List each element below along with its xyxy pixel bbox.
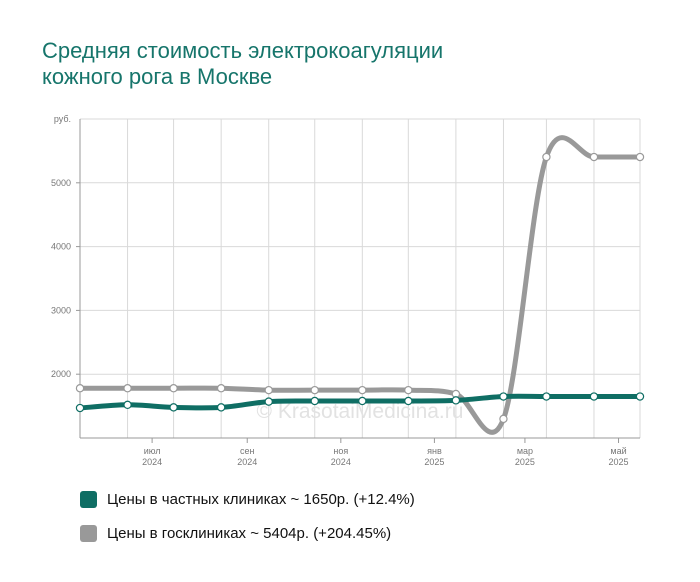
chart-title-line-1: Средняя стоимость электрокоагуляции (42, 38, 444, 63)
chart-title-line-2: кожного рога в Москве (42, 64, 273, 89)
data-point-private (310, 396, 319, 406)
data-point-public (264, 385, 273, 395)
x-tick-label: сен (240, 446, 255, 456)
y-tick-label: 2000 (51, 369, 71, 379)
watermark-text: © KrasotaiMedicina.ru (257, 400, 464, 423)
data-point-private (499, 392, 508, 401)
data-point-private (123, 400, 132, 410)
data-point-private (451, 396, 461, 405)
data-point-private (358, 396, 367, 406)
y-tick-label: 4000 (51, 242, 71, 252)
x-tick-label: июл (144, 446, 161, 456)
x-tick-label: 2025 (515, 457, 535, 467)
data-point-public (589, 152, 599, 162)
data-point-private (404, 396, 413, 406)
data-point-private (216, 403, 226, 412)
data-point-public (499, 414, 508, 424)
data-point-private (264, 397, 273, 406)
data-point-private (169, 403, 178, 412)
x-tick-label: янв (427, 446, 442, 456)
x-tick-label: май (610, 446, 626, 456)
legend-item-public[interactable]: Цены в госклиниках ~ 5404р. (+204.45%) (80, 522, 680, 544)
chart-title: Средняя стоимость электрокоагуляции кожн… (42, 38, 642, 90)
data-point-private (542, 392, 551, 401)
y-tick-label: 3000 (51, 305, 71, 315)
data-point-public (635, 152, 645, 162)
data-point-public (542, 152, 551, 162)
data-point-public (75, 384, 85, 393)
legend-label-public: Цены в госклиниках ~ 5404р. (+204.45%) (107, 524, 392, 542)
y-tick-label: 5000 (51, 178, 71, 188)
data-point-private (635, 392, 645, 401)
data-point-public (404, 385, 413, 395)
x-tick-label: 2024 (331, 457, 351, 467)
x-tick-label: мар (517, 446, 533, 456)
y-axis-unit-label: руб. (54, 114, 71, 124)
data-point-public (216, 384, 226, 393)
x-tick-label: ноя (333, 446, 348, 456)
x-tick-label: 2024 (142, 457, 162, 467)
x-tick-label: 2024 (237, 457, 257, 467)
data-point-public (123, 384, 132, 393)
legend-label-private: Цены в частных клиниках ~ 1650р. (+12.4%… (107, 490, 415, 508)
x-tick-label: 2025 (424, 457, 444, 467)
legend-swatch-private (80, 490, 97, 508)
data-point-private (589, 392, 599, 401)
legend-swatch-public (80, 524, 97, 542)
x-tick-label: 2025 (609, 457, 629, 467)
data-point-public (358, 385, 367, 395)
data-point-private (75, 403, 85, 413)
data-point-public (310, 385, 319, 395)
legend-item-private[interactable]: Цены в частных клиниках ~ 1650р. (+12.4%… (80, 488, 680, 510)
data-point-public (169, 384, 178, 393)
